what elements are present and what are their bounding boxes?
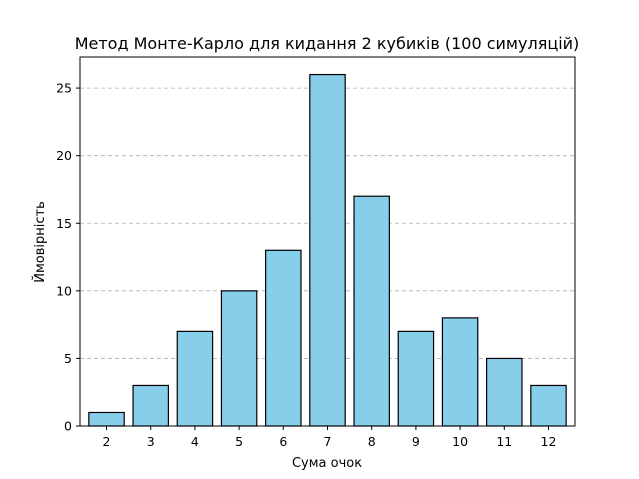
x-tick-label: 3 <box>147 434 155 449</box>
bar-5 <box>220 290 258 427</box>
bar-10 <box>441 317 479 427</box>
x-axis-ticks: 2 3 4 5 6 7 8 9 10 11 12 <box>103 426 557 449</box>
x-axis-label: Сума очок <box>292 456 362 471</box>
y-axis-label: Ймовірність <box>32 201 48 283</box>
bar-6 <box>265 249 302 427</box>
bar-12 <box>530 384 567 427</box>
x-tick-label: 12 <box>541 434 557 449</box>
bar-7 <box>309 73 346 427</box>
bar-11 <box>486 357 523 427</box>
x-tick-label: 6 <box>279 434 287 449</box>
bar-4 <box>176 330 214 427</box>
x-tick-label: 10 <box>452 434 468 449</box>
x-tick-label: 8 <box>368 434 376 449</box>
x-tick-label: 7 <box>324 434 332 449</box>
bar-2 <box>88 411 125 427</box>
y-tick-label: 25 <box>56 81 72 96</box>
x-tick-label: 2 <box>103 434 111 449</box>
y-tick-label: 15 <box>56 216 72 231</box>
y-tick-label: 20 <box>56 148 72 163</box>
x-tick-label: 5 <box>235 434 243 449</box>
chart-title: Метод Монте-Карло для кидання 2 кубиків … <box>75 34 580 53</box>
bar-9 <box>397 330 435 427</box>
y-tick-label: 0 <box>64 419 72 434</box>
bar-3 <box>132 384 169 427</box>
x-tick-label: 11 <box>496 434 512 449</box>
bar-8 <box>353 195 390 427</box>
y-tick-label: 5 <box>64 351 72 366</box>
x-tick-label: 9 <box>412 434 420 449</box>
x-tick-label: 4 <box>191 434 199 449</box>
y-axis-ticks: 0 5 10 15 20 25 <box>56 81 80 434</box>
bars <box>88 73 567 427</box>
y-tick-label: 10 <box>56 283 72 298</box>
